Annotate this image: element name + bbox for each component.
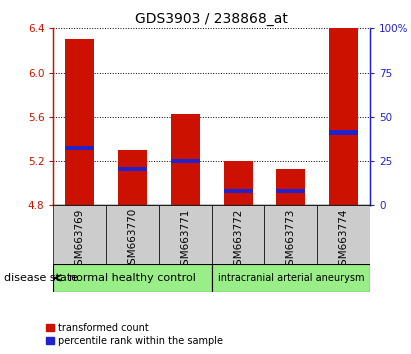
Text: GSM663769: GSM663769 [75, 208, 85, 272]
Bar [65, 39, 94, 205]
Text: intracranial arterial aneurysm: intracranial arterial aneurysm [217, 273, 364, 283]
Bar [212, 205, 264, 264]
Bar [118, 167, 147, 171]
Bar [106, 205, 159, 264]
Bar [171, 114, 200, 205]
Bar [224, 161, 252, 205]
Title: GDS3903 / 238868_at: GDS3903 / 238868_at [135, 12, 288, 26]
Bar [171, 159, 200, 163]
Bar [264, 205, 317, 264]
Text: GSM663774: GSM663774 [339, 208, 349, 272]
Bar [159, 205, 212, 264]
Bar [53, 205, 106, 264]
Text: GSM663773: GSM663773 [286, 208, 296, 272]
Bar [317, 205, 370, 264]
Bar [53, 264, 212, 292]
Bar [224, 189, 252, 193]
Text: GSM663771: GSM663771 [180, 208, 190, 272]
Text: GSM663770: GSM663770 [127, 208, 138, 272]
Bar [276, 189, 305, 193]
Bar [118, 150, 147, 205]
Bar [329, 130, 358, 135]
Bar [212, 264, 370, 292]
Text: normal healthy control: normal healthy control [69, 273, 196, 283]
Text: disease state: disease state [4, 273, 78, 283]
Legend: transformed count, percentile rank within the sample: transformed count, percentile rank withi… [46, 323, 223, 346]
Bar [276, 169, 305, 205]
Bar [65, 145, 94, 150]
Text: GSM663772: GSM663772 [233, 208, 243, 272]
Bar [329, 28, 358, 205]
